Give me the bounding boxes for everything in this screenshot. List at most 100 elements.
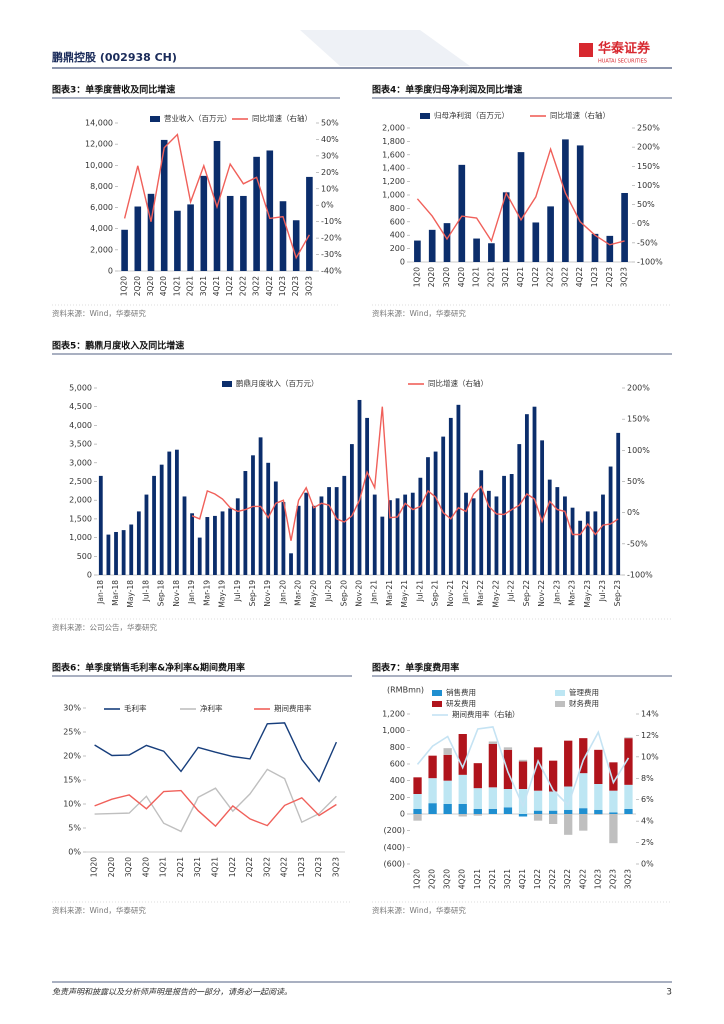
bar: [327, 487, 331, 575]
x-tick-label: Mar-18: [111, 580, 120, 606]
tick-label: 3,500: [69, 440, 92, 449]
x-tick-label: 1Q21: [159, 857, 168, 877]
footer-disclaimer: 免责声明和披露以及分析师声明是报告的一部分，请务必一起阅读。: [52, 988, 292, 997]
tick-label: (600): [383, 860, 405, 869]
bar: [570, 507, 575, 575]
bar: [121, 530, 126, 575]
bar: [273, 481, 278, 575]
source-note: 资料来源：Wind，华泰研究: [372, 308, 466, 318]
tick-label: 20%: [321, 168, 339, 177]
legend-label: 销售费用: [446, 687, 476, 697]
bar: [488, 243, 495, 262]
tick-label: 20%: [63, 752, 81, 761]
x-tick-label: 2Q21: [488, 869, 497, 889]
bar: [555, 487, 560, 575]
source-note: 资料来源：Wind，华泰研究: [372, 905, 466, 915]
bar: [395, 498, 400, 575]
tick-label: 0%: [637, 219, 650, 228]
tick-label: 200: [390, 244, 405, 253]
legend-label: 财务费用: [569, 698, 599, 708]
bar: [413, 809, 422, 814]
tick-label: -10%: [321, 217, 342, 226]
x-tick-label: 1Q21: [172, 276, 181, 296]
bar: [441, 436, 446, 575]
bar: [624, 784, 633, 809]
legend-swatch: [555, 690, 565, 696]
bar: [306, 176, 313, 271]
bar: [594, 749, 603, 784]
x-tick-label: May-23: [583, 580, 592, 608]
bar: [548, 760, 558, 792]
x-tick-label: 1Q22: [531, 267, 540, 287]
bar: [533, 814, 543, 821]
tick-label: 4,500: [69, 402, 92, 411]
tick-label: 1,000: [69, 533, 92, 542]
x-tick-label: 2Q22: [245, 857, 254, 877]
bar: [121, 229, 128, 271]
tick-label: 10%: [321, 184, 339, 193]
x-tick-label: 1Q20: [412, 267, 421, 287]
bar: [533, 747, 543, 791]
x-tick-label: 3Q23: [620, 267, 629, 287]
bar: [357, 399, 362, 575]
x-tick-label: 2Q20: [428, 869, 437, 889]
tick-label: 8,000: [90, 182, 113, 191]
bar: [428, 755, 437, 779]
bar: [243, 471, 248, 575]
bar: [547, 206, 554, 262]
bar: [129, 524, 134, 575]
tick-label: 400: [390, 776, 405, 785]
bar: [174, 449, 179, 575]
x-tick-label: 3Q21: [193, 857, 202, 877]
x-tick-label: 1Q23: [593, 869, 602, 889]
x-tick-label: Mar-22: [476, 580, 485, 606]
bar: [517, 444, 522, 575]
bar: [266, 150, 274, 271]
x-tick-label: 4Q20: [458, 869, 467, 889]
tick-label: -20%: [321, 234, 342, 243]
x-tick-label: 4Q21: [518, 869, 527, 889]
bar: [443, 754, 452, 781]
x-tick-label: Jul-21: [415, 580, 424, 603]
bar: [533, 790, 543, 811]
tick-label: 2,000: [90, 245, 113, 254]
line-series: [416, 726, 630, 809]
x-tick-label: 3Q20: [442, 267, 451, 287]
legend-label: 期间费用率（右轴）: [452, 709, 520, 719]
tick-label: 2,000: [69, 496, 92, 505]
bar: [609, 814, 618, 844]
x-tick-label: 1Q22: [533, 869, 542, 889]
bar: [488, 741, 498, 744]
x-tick-label: May-19: [218, 580, 227, 608]
tick-label: 50%: [321, 119, 339, 128]
tick-label: -40%: [321, 267, 342, 276]
bar: [279, 201, 287, 271]
x-tick-label: Mar-19: [202, 580, 211, 606]
x-tick-label: Sep-20: [339, 580, 348, 607]
legend-label: 归母净利润（百万元）: [434, 110, 509, 120]
tick-label: -100%: [637, 258, 663, 267]
x-tick-label: Sep-21: [431, 580, 440, 607]
x-tick-label: 4Q22: [280, 857, 289, 877]
x-tick-label: 1Q23: [590, 267, 599, 287]
bar: [624, 737, 633, 739]
x-tick-label: 4Q22: [578, 869, 587, 889]
tick-label: 1,200: [382, 710, 405, 719]
x-tick-label: 2Q23: [314, 857, 323, 877]
bar: [342, 475, 347, 575]
bar: [503, 747, 513, 750]
x-tick-label: Jul-18: [141, 580, 150, 603]
bar: [548, 814, 558, 824]
bar: [167, 451, 172, 575]
bar: [606, 235, 614, 262]
bar: [213, 515, 217, 575]
tick-label: 800: [390, 204, 405, 213]
x-tick-label: 1Q21: [472, 267, 481, 287]
bar: [413, 814, 422, 821]
tick-label: 50%: [627, 477, 645, 486]
bar: [197, 537, 202, 575]
tick-label: 1,000: [382, 726, 405, 735]
x-tick-label: 3Q22: [262, 857, 271, 877]
bar: [428, 229, 436, 262]
tick-label: 2,500: [69, 477, 92, 486]
